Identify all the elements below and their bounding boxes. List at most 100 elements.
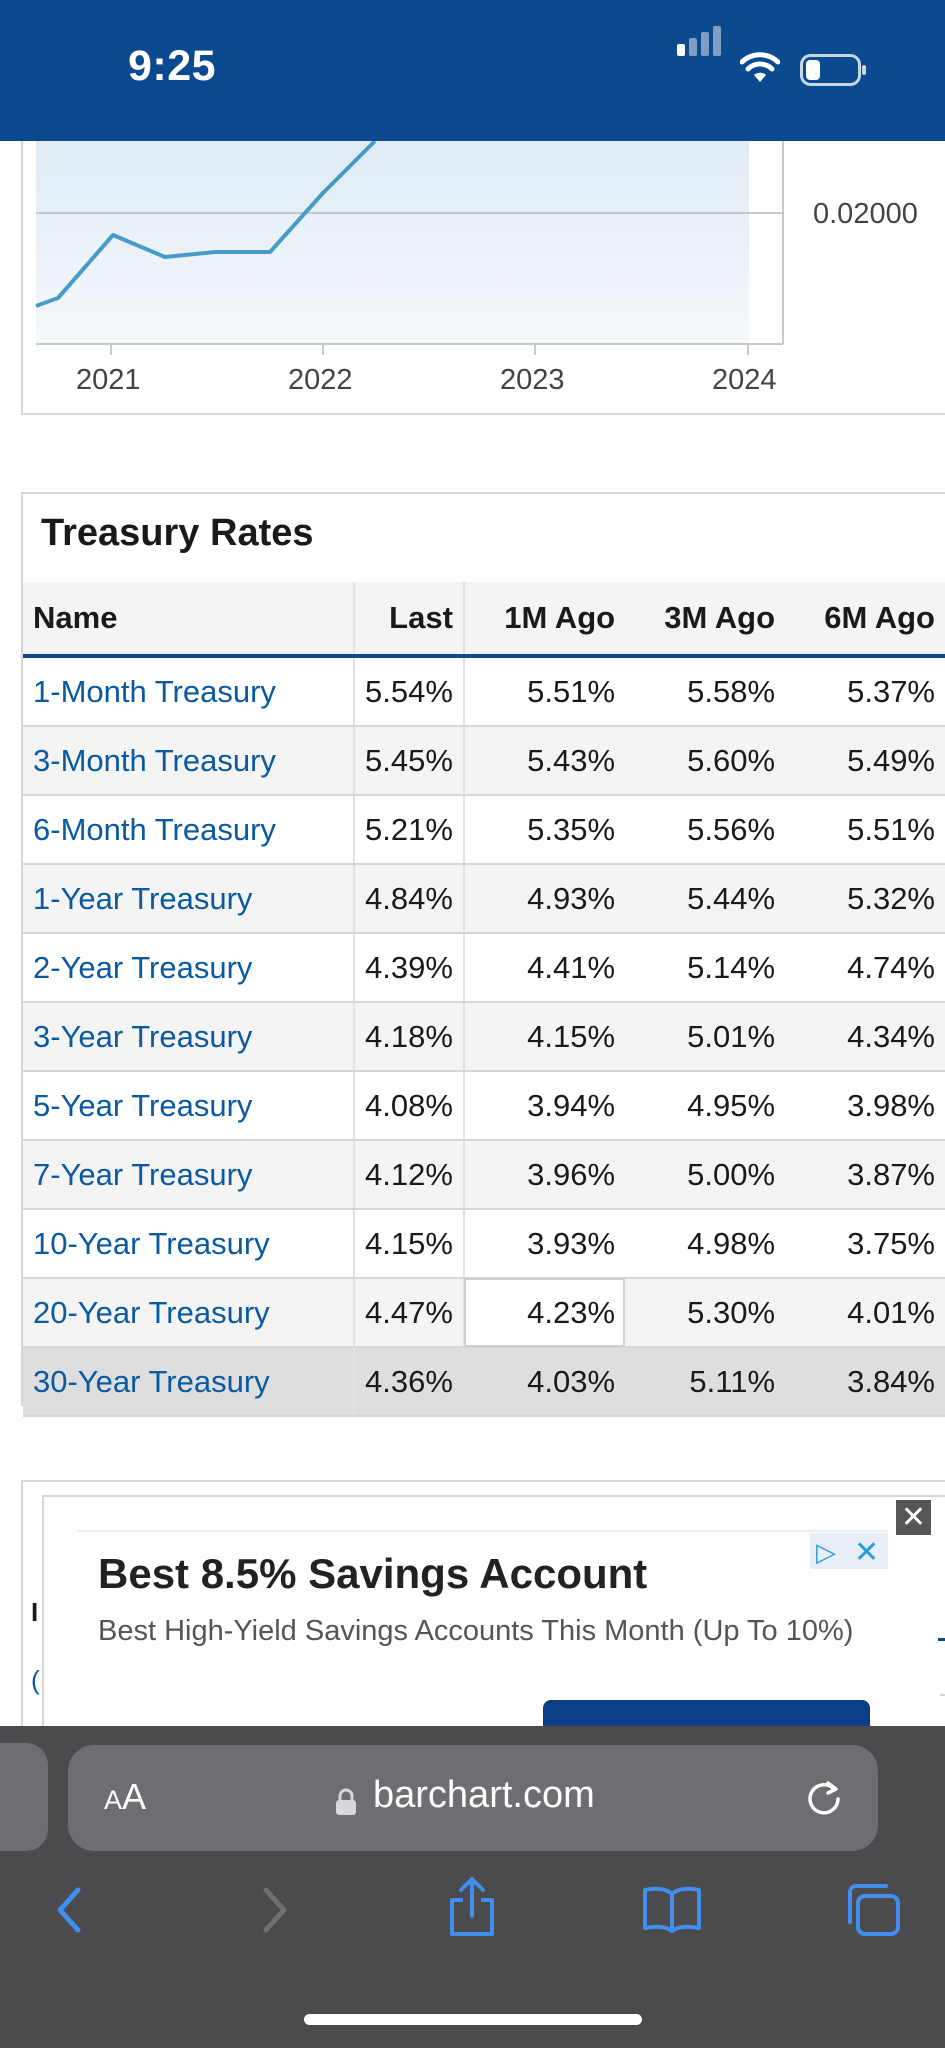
rate-6m-ago: 3.98% xyxy=(785,1071,945,1141)
table-row[interactable]: 20-Year Treasury 4.47% 4.23% 5.30% 4.01% xyxy=(23,1278,945,1348)
column-header-3m-ago[interactable]: 3M Ago xyxy=(625,582,786,658)
back-icon[interactable] xyxy=(50,1882,90,1938)
ad-content[interactable] xyxy=(77,1530,889,1732)
page-settings-button[interactable]: AA xyxy=(104,1776,147,1817)
treasury-name-link[interactable]: 3-Month Treasury xyxy=(23,726,355,796)
rate-last: 4.18% xyxy=(354,1002,465,1072)
battery-icon xyxy=(800,54,866,86)
rate-3m-ago: 5.11% xyxy=(625,1347,786,1417)
rate-last: 4.12% xyxy=(354,1140,465,1210)
treasury-name-link[interactable]: 1-Year Treasury xyxy=(23,864,355,934)
table-row[interactable]: 7-Year Treasury 4.12% 3.96% 5.00% 3.87% xyxy=(23,1140,945,1210)
previous-tab-preview[interactable] xyxy=(0,1743,48,1851)
rate-6m-ago: 5.51% xyxy=(785,795,945,865)
ad-close-button[interactable]: ✕ xyxy=(896,1500,931,1535)
rate-3m-ago: 5.01% xyxy=(625,1002,786,1072)
treasury-name-link[interactable]: 5-Year Treasury xyxy=(23,1071,355,1141)
rate-last: 4.39% xyxy=(354,933,465,1003)
rate-last: 4.15% xyxy=(354,1209,465,1279)
wifi-icon xyxy=(740,52,780,82)
ad-dismiss-icon[interactable]: ✕ xyxy=(854,1536,880,1569)
rate-6m-ago: 4.01% xyxy=(785,1278,945,1348)
rate-6m-ago: 4.74% xyxy=(785,933,945,1003)
table-header-row: Name Last 1M Ago 3M Ago 6M Ago xyxy=(23,582,945,658)
rate-3m-ago: 5.14% xyxy=(625,933,786,1003)
column-header-1m-ago[interactable]: 1M Ago xyxy=(463,582,626,658)
table-row[interactable]: 3-Month Treasury 5.45% 5.43% 5.60% 5.49% xyxy=(23,726,945,796)
x-tick-label-2021: 2021 xyxy=(76,364,141,396)
rate-last: 4.47% xyxy=(354,1278,465,1348)
rate-last: 5.45% xyxy=(354,726,465,796)
rate-last: 5.21% xyxy=(354,795,465,865)
rate-1m-ago: 4.15% xyxy=(463,1002,626,1072)
rate-3m-ago: 5.44% xyxy=(625,864,786,934)
rate-1m-ago: 3.94% xyxy=(463,1071,626,1141)
rate-1m-ago: 5.43% xyxy=(463,726,626,796)
rate-6m-ago: 5.32% xyxy=(785,864,945,934)
rate-6m-ago: 3.84% xyxy=(785,1347,945,1417)
status-bar xyxy=(0,0,945,141)
home-indicator[interactable] xyxy=(304,2014,642,2025)
table-row[interactable]: 30-Year Treasury 4.36% 4.03% 5.11% 3.84% xyxy=(23,1347,945,1417)
rate-6m-ago: 4.34% xyxy=(785,1002,945,1072)
ad-body-text[interactable]: Best High-Yield Savings Accounts This Mo… xyxy=(98,1615,854,1647)
share-icon[interactable] xyxy=(446,1876,498,1938)
column-header-6m-ago[interactable]: 6M Ago xyxy=(785,582,945,658)
rate-last: 4.36% xyxy=(354,1347,465,1417)
obscured-table-rule xyxy=(938,1638,945,1641)
treasury-name-link[interactable]: 7-Year Treasury xyxy=(23,1140,355,1210)
rate-1m-ago: 4.03% xyxy=(463,1347,626,1417)
treasury-name-link[interactable]: 2-Year Treasury xyxy=(23,933,355,1003)
rate-1m-ago: 4.93% xyxy=(463,864,626,934)
treasury-name-link[interactable]: 30-Year Treasury xyxy=(23,1347,355,1417)
treasury-name-link[interactable]: 10-Year Treasury xyxy=(23,1209,355,1279)
treasury-rates-title: Treasury Rates xyxy=(41,512,314,554)
rate-6m-ago: 3.75% xyxy=(785,1209,945,1279)
table-row[interactable]: 1-Year Treasury 4.84% 4.93% 5.44% 5.32% xyxy=(23,864,945,934)
rate-1m-ago: 4.41% xyxy=(463,933,626,1003)
x-tick-label-2023: 2023 xyxy=(500,364,565,396)
ad-headline[interactable]: Best 8.5% Savings Account xyxy=(98,1550,648,1597)
bookmarks-icon[interactable] xyxy=(642,1884,702,1934)
table-row[interactable]: 3-Year Treasury 4.18% 4.15% 5.01% 4.34% xyxy=(23,1002,945,1072)
rate-3m-ago: 5.58% xyxy=(625,656,786,727)
rate-6m-ago: 3.87% xyxy=(785,1140,945,1210)
treasury-name-link[interactable]: 20-Year Treasury xyxy=(23,1278,355,1348)
y-tick-label: 0.02000 xyxy=(813,198,918,230)
table-row[interactable]: 6-Month Treasury 5.21% 5.35% 5.56% 5.51% xyxy=(23,795,945,865)
x-tick-label-2024: 2024 xyxy=(712,364,777,396)
status-time: 9:25 xyxy=(128,42,217,90)
rate-3m-ago: 4.98% xyxy=(625,1209,786,1279)
obscured-table-rule xyxy=(940,1694,945,1696)
chart-series-line xyxy=(35,141,377,308)
rate-last: 4.84% xyxy=(354,864,465,934)
reload-icon[interactable] xyxy=(803,1778,845,1820)
obscured-content: I xyxy=(31,1597,39,1627)
table-row[interactable]: 10-Year Treasury 4.15% 3.93% 4.98% 3.75% xyxy=(23,1209,945,1279)
adchoices-badge[interactable]: ▷ ✕ xyxy=(810,1533,888,1569)
table-row[interactable]: 1-Month Treasury 5.54% 5.51% 5.58% 5.37% xyxy=(23,656,945,727)
lock-icon xyxy=(336,1788,356,1815)
rate-3m-ago: 5.60% xyxy=(625,726,786,796)
column-header-last[interactable]: Last xyxy=(354,582,465,658)
rate-1m-ago: 5.35% xyxy=(463,795,626,865)
table-row[interactable]: 2-Year Treasury 4.39% 4.41% 5.14% 4.74% xyxy=(23,933,945,1003)
tabs-icon[interactable] xyxy=(844,1882,902,1938)
treasury-name-link[interactable]: 6-Month Treasury xyxy=(23,795,355,865)
address-bar-domain[interactable]: barchart.com xyxy=(373,1774,595,1816)
rate-3m-ago: 5.56% xyxy=(625,795,786,865)
table-row[interactable]: 5-Year Treasury 4.08% 3.94% 4.95% 3.98% xyxy=(23,1071,945,1141)
forward-icon[interactable] xyxy=(254,1882,294,1938)
address-bar[interactable] xyxy=(68,1745,878,1851)
treasury-rates-table: Name Last 1M Ago 3M Ago 6M Ago 1-Month T… xyxy=(23,582,945,1417)
rate-6m-ago: 5.49% xyxy=(785,726,945,796)
rate-last: 4.08% xyxy=(354,1071,465,1141)
treasury-name-link[interactable]: 3-Year Treasury xyxy=(23,1002,355,1072)
rate-1m-ago: 3.96% xyxy=(463,1140,626,1210)
price-chart xyxy=(35,141,784,355)
rate-1m-ago: 5.51% xyxy=(463,656,626,727)
rate-1m-ago: 3.93% xyxy=(463,1209,626,1279)
column-header-name[interactable]: Name xyxy=(23,582,355,658)
rate-3m-ago: 4.95% xyxy=(625,1071,786,1141)
treasury-name-link[interactable]: 1-Month Treasury xyxy=(23,656,355,727)
